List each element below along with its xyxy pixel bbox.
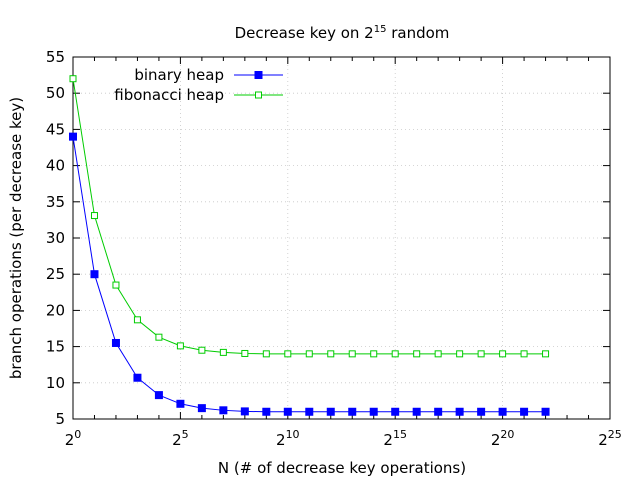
data-point: [69, 75, 77, 83]
data-point: [520, 407, 529, 416]
y-tick-label: 5: [55, 410, 65, 428]
chart-title-exponent: 15: [374, 24, 387, 35]
legend-label: binary heap: [134, 66, 224, 84]
x-tick-label-base: 2: [491, 431, 501, 449]
x-tick-label: 220: [491, 428, 515, 449]
x-ticks: 20 25 210 215 220 225: [65, 57, 622, 449]
legend-marker: [255, 91, 262, 99]
data-point: [176, 399, 185, 408]
data-point: [499, 350, 507, 358]
data-point: [326, 407, 335, 416]
data-point: [455, 407, 464, 416]
x-tick-label-exponent: 10: [286, 428, 300, 441]
x-tick-label: 20: [65, 428, 82, 449]
data-point: [370, 350, 378, 358]
data-point: [477, 350, 485, 358]
y-tick-label: 55: [46, 48, 65, 66]
data-point: [456, 350, 464, 358]
data-point: [155, 333, 163, 341]
data-point: [133, 316, 141, 324]
x-tick-label-exponent: 25: [608, 428, 622, 441]
data-point: [413, 350, 421, 358]
data-point: [412, 407, 421, 416]
y-tick-label: 50: [46, 84, 65, 102]
data-point: [434, 407, 443, 416]
data-point: [111, 338, 120, 347]
y-tick-label: 35: [46, 193, 65, 211]
y-axis-label: branch operations (per decrease key): [7, 97, 25, 379]
data-point: [90, 212, 98, 220]
legend-label: fibonacci heap: [114, 86, 224, 104]
data-point: [69, 132, 77, 141]
data-point: [90, 270, 99, 279]
data-point: [369, 407, 378, 416]
series-line-1: [72, 78, 546, 355]
data-point: [348, 350, 356, 358]
y-tick-label: 15: [46, 338, 65, 356]
data-point: [520, 350, 528, 358]
x-tick-label: 215: [383, 428, 407, 449]
data-point: [262, 407, 271, 416]
y-tick-label: 25: [46, 265, 65, 283]
data-point: [327, 350, 335, 358]
data-point: [434, 350, 442, 358]
x-tick-label: 210: [276, 428, 300, 449]
legend: binary heap fibonacci heap: [114, 66, 283, 104]
data-point: [284, 350, 292, 358]
data-point: [391, 350, 399, 358]
y-ticks: 5 10 15 20 25 30 35 40 45 50 55: [46, 48, 610, 428]
data-point: [262, 350, 270, 358]
x-tick-label-base: 2: [276, 431, 286, 449]
chart-title-rest: random: [386, 24, 449, 42]
y-tick-label: 45: [46, 120, 65, 138]
data-point: [477, 407, 486, 416]
x-tick-label-base: 2: [172, 431, 182, 449]
y-tick-label: 40: [46, 157, 65, 175]
chart-title-base: Decrease key on 2: [235, 24, 374, 42]
data-point: [240, 407, 249, 416]
data-point: [219, 406, 228, 415]
data-point: [391, 407, 400, 416]
x-tick-label-base: 2: [65, 431, 75, 449]
grid: [73, 57, 610, 419]
x-tick-label-exponent: 15: [393, 428, 407, 441]
x-tick-label-exponent: 20: [500, 428, 514, 441]
x-tick-label-base: 2: [598, 431, 608, 449]
x-tick-label-exponent: 5: [182, 428, 189, 441]
x-tick-label-exponent: 0: [74, 428, 81, 441]
x-tick-label: 225: [598, 428, 622, 449]
data-point: [198, 346, 206, 354]
plot-area: [69, 75, 550, 416]
data-point: [112, 281, 120, 289]
chart-title: Decrease key on 215 random: [235, 24, 450, 42]
data-point: [219, 348, 227, 356]
x-tick-label-base: 2: [383, 431, 393, 449]
data-point: [305, 350, 313, 358]
y-tick-label: 20: [46, 301, 65, 319]
x-tick-label: 25: [172, 428, 189, 449]
data-point: [348, 407, 357, 416]
data-point: [283, 407, 292, 416]
data-point: [133, 373, 142, 382]
data-point: [176, 342, 184, 350]
data-point: [542, 350, 550, 358]
data-point: [241, 349, 249, 357]
x-axis-label: N (# of decrease key operations): [218, 459, 466, 477]
data-point: [305, 407, 314, 416]
y-tick-label: 10: [46, 374, 65, 392]
data-point: [197, 404, 206, 413]
data-point: [498, 407, 507, 416]
y-tick-label: 30: [46, 229, 65, 247]
data-point: [541, 407, 550, 416]
legend-marker: [254, 71, 263, 79]
data-point: [154, 391, 163, 400]
